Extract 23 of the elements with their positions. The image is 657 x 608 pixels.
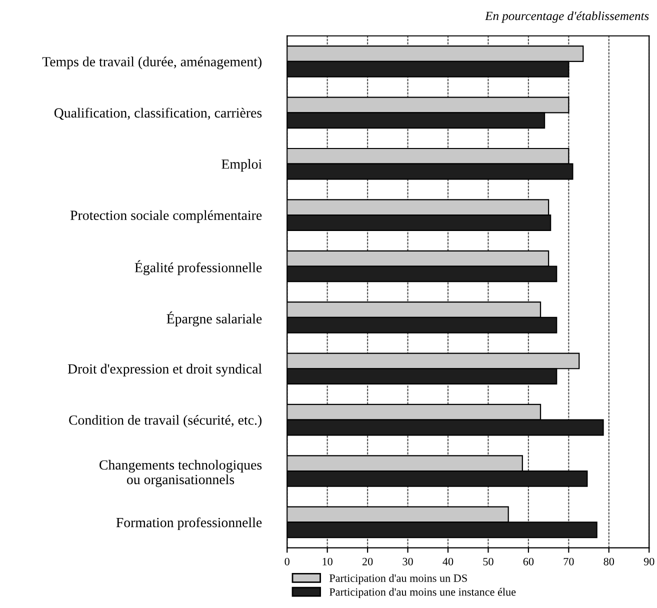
y-tick-label: Égalité professionnelle (134, 260, 262, 276)
y-tick-label: Droit d'expression et droit syndical (68, 364, 262, 376)
x-tick-label: 20 (362, 558, 373, 566)
y-tick-label: Qualification, classification, carrières (54, 108, 262, 120)
legend-label: Participation d'au moins un DS (329, 574, 467, 584)
chart-subtitle: En pourcentage d'établissements (484, 11, 649, 23)
x-tick-label: 0 (284, 558, 290, 566)
y-tick-label: Changements technologiques ou organisationnels (100, 460, 262, 488)
y-tick-label: Temps de travail (durée, aménagement) (42, 56, 262, 70)
y-tick-label: Protection sociale complémentaire (70, 210, 262, 223)
x-tick-label: 50 (483, 558, 494, 566)
y-tick-label: Formation professionnelle (116, 517, 262, 530)
x-tick-label: 30 (402, 558, 413, 566)
x-tick-label: 70 (564, 558, 574, 566)
x-tick-label: 60 (523, 558, 534, 566)
legend-label: Participation d'au moins une instance élue (329, 588, 516, 598)
y-tick-label: Condition de travail (sécurité, etc.) (69, 414, 262, 428)
y-tick-label: Emploi (222, 159, 262, 172)
x-tick-label: 40 (442, 558, 454, 566)
y-tick-label: Épargne salariale (166, 311, 262, 326)
x-tick-label: 10 (322, 558, 332, 566)
x-tick-label: 80 (604, 558, 614, 566)
x-tick-label: 90 (644, 558, 654, 566)
